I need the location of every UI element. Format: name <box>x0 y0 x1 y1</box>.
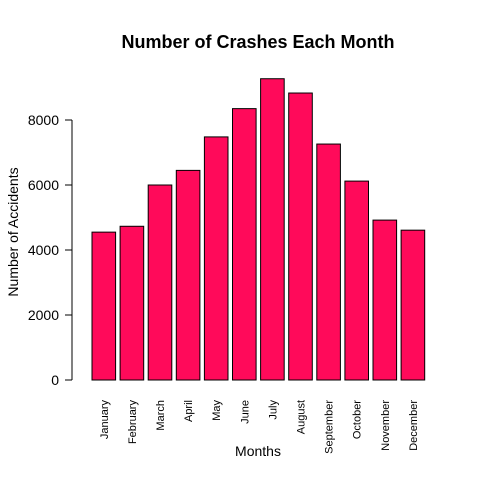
bar-august <box>288 92 313 381</box>
bar-may <box>203 136 229 381</box>
x-tick-label: September <box>324 400 336 454</box>
x-tick-label: March <box>155 400 167 431</box>
x-tick-label: December <box>408 400 420 451</box>
x-tick-label: August <box>296 400 308 434</box>
bar-june <box>232 108 257 381</box>
bar-march <box>147 184 173 381</box>
bar-september <box>316 143 341 381</box>
bar-december <box>400 229 426 381</box>
y-tick-label: 6000 <box>28 177 59 193</box>
bar-april <box>175 169 201 381</box>
x-tick-label: June <box>239 400 251 424</box>
bar-february <box>119 225 145 381</box>
x-tick-label: July <box>267 400 279 420</box>
x-tick-label: November <box>380 400 392 451</box>
y-tick-label: 4000 <box>28 242 59 258</box>
y-axis-label: Number of Accidents <box>5 167 21 296</box>
bar-january <box>91 231 117 381</box>
bar-november <box>372 219 398 381</box>
y-tick-label: 0 <box>51 372 59 388</box>
chart-title: Number of Crashes Each Month <box>121 32 394 52</box>
bars-group <box>91 78 426 381</box>
x-tick-label: February <box>127 400 139 445</box>
x-tick-label: May <box>211 400 223 421</box>
x-tick-label: October <box>352 400 364 439</box>
bar-july <box>260 78 285 381</box>
x-tick-label: April <box>183 400 195 422</box>
x-axis-label: Months <box>235 443 281 459</box>
x-axis-category-labels: January February March April May June July Augu… <box>99 400 420 454</box>
y-tick-label: 8000 <box>28 112 59 128</box>
bar-october <box>344 180 369 381</box>
y-tick-label: 2000 <box>28 307 59 323</box>
x-tick-label: January <box>99 400 111 440</box>
y-axis-ticks: 0 2000 4000 6000 8000 <box>28 112 72 388</box>
